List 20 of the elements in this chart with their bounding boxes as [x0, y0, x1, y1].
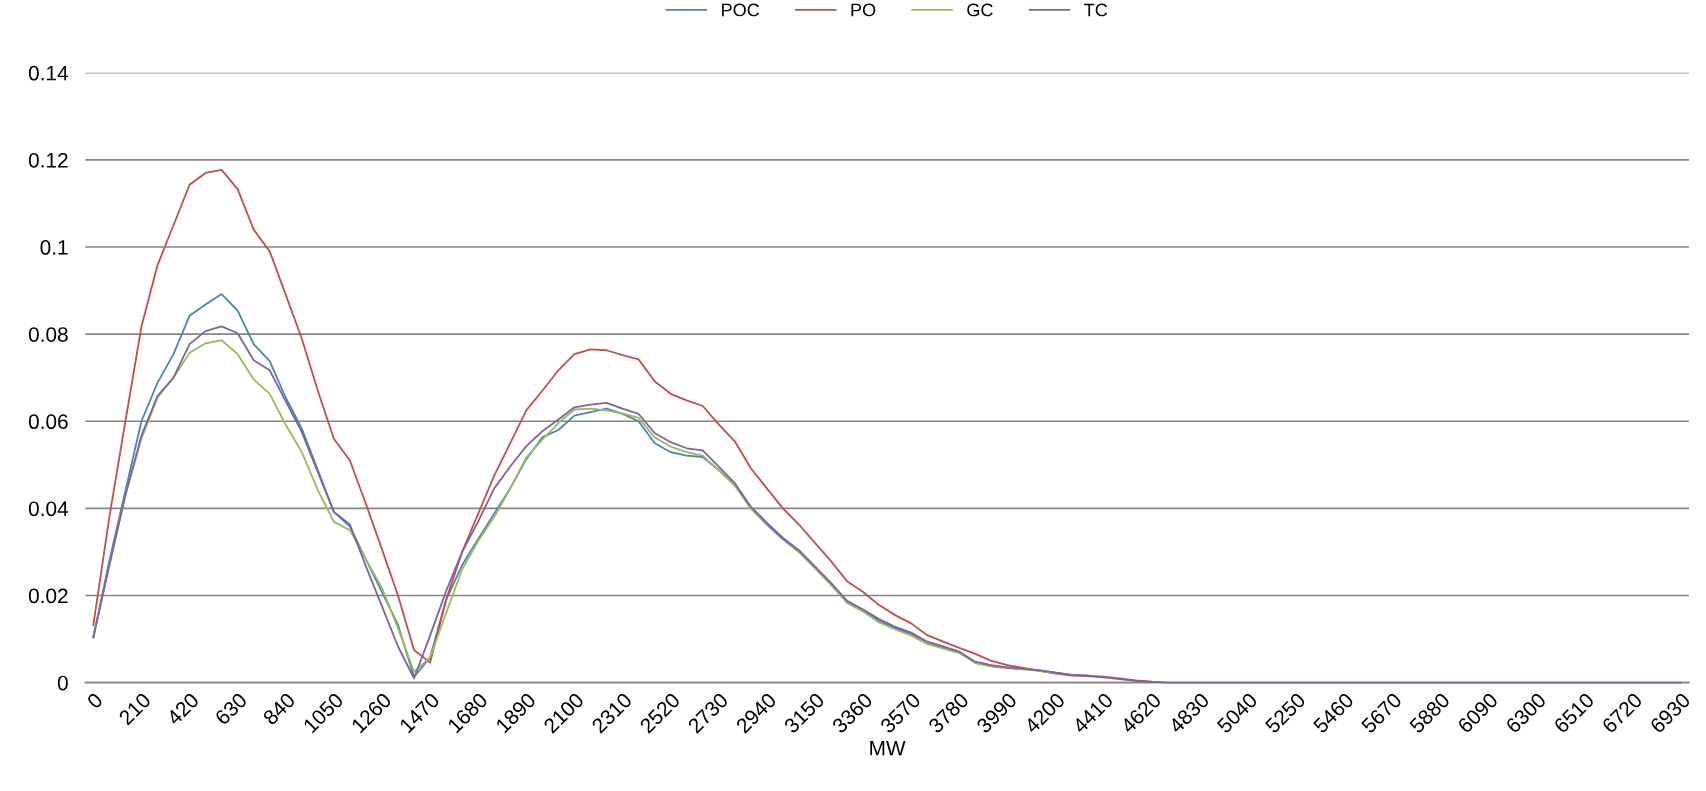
legend-label: PO — [851, 3, 876, 17]
y-tick-label: 0.06 — [28, 414, 68, 430]
y-tick-label: 0.02 — [28, 588, 68, 604]
x-tick-label: 420 — [165, 691, 200, 727]
y-tick-label: 0.08 — [28, 327, 68, 342]
x-tick-label: 840 — [262, 691, 296, 726]
y-tick-label: 0.14 — [28, 65, 69, 81]
x-axis-title: MW — [870, 741, 906, 756]
y-tick-label: 0.1 — [40, 240, 68, 255]
y-tick-label: 0 — [57, 675, 68, 691]
y-tick-label: 0.04 — [28, 501, 69, 517]
y-tick-label: 0.12 — [28, 152, 68, 168]
x-tick-label: 0 — [86, 691, 104, 710]
x-tick-label: 210 — [117, 691, 152, 726]
line-series — [92, 325, 1682, 684]
x-tick-label: 630 — [214, 691, 248, 726]
line-series — [92, 169, 1153, 683]
legend-label: POC — [722, 3, 760, 17]
legend-label: GC — [967, 3, 993, 17]
legend-label: TC — [1084, 3, 1108, 17]
